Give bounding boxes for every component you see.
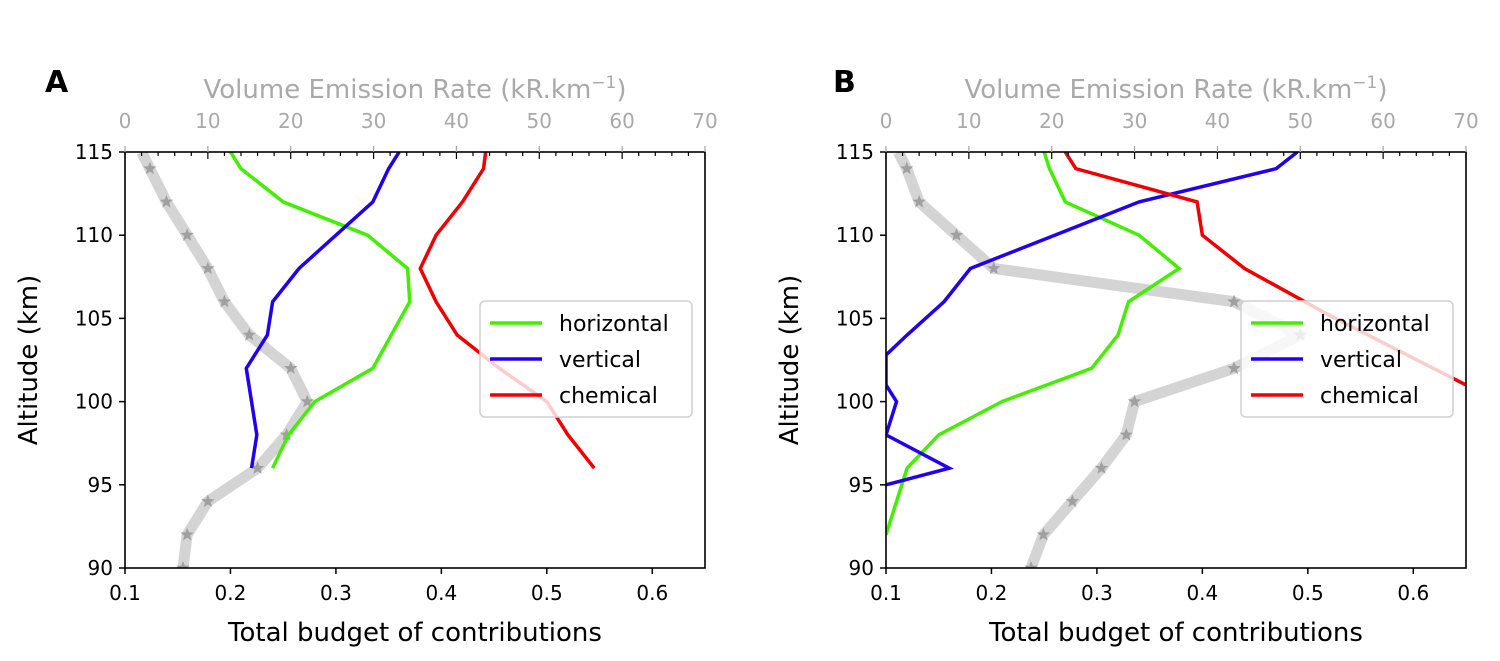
ver-marker	[1227, 294, 1241, 308]
top-x-tick-label: 70	[1453, 109, 1478, 133]
ver-profile-line	[136, 152, 313, 568]
panel-label: B	[833, 65, 856, 100]
legend-label-chemical: chemical	[559, 384, 658, 409]
plot-frame	[124, 151, 706, 569]
y-tick-label: 115	[836, 140, 874, 164]
ver-marker	[201, 494, 215, 508]
top-x-tick-label: 30	[361, 109, 386, 133]
y-tick-label: 100	[836, 390, 874, 414]
legend-label-horizontal: horizontal	[1320, 312, 1430, 337]
ver-marker	[143, 161, 157, 175]
ver-marker	[180, 527, 194, 541]
x-tick-label: 0.6	[636, 581, 668, 605]
y-tick-label: 90	[849, 556, 874, 580]
x-tick-label: 0.2	[976, 581, 1008, 605]
series-line-horizontal	[886, 152, 1183, 536]
x-axis-label: Total budget of contributions	[988, 618, 1363, 648]
ver-marker	[201, 261, 215, 275]
top-x-tick-label: 40	[444, 109, 469, 133]
ver-marker	[987, 261, 1001, 275]
y-tick-label: 115	[75, 140, 113, 164]
y-tick-label: 110	[75, 223, 113, 247]
legend: horizontal vertical chemical	[1240, 300, 1454, 418]
y-tick-label: 105	[75, 306, 113, 330]
x-tick-label: 0.5	[531, 581, 563, 605]
top-x-tick-label: 50	[527, 109, 552, 133]
x-tick-label: 0.2	[215, 581, 247, 605]
legend: horizontal vertical chemical	[479, 300, 693, 418]
x-tick-label: 0.3	[320, 581, 352, 605]
ver-marker	[300, 394, 314, 408]
y-axis-label: Altitude (km)	[14, 275, 44, 446]
ver-marker	[1227, 361, 1241, 374]
top-x-tick-label: 0	[880, 109, 893, 133]
y-tick-label: 95	[849, 473, 874, 497]
ver-marker	[284, 361, 298, 374]
legend-box	[1240, 300, 1454, 418]
top-x-tick-label: 20	[1039, 109, 1064, 133]
x-tick-label: 0.4	[425, 581, 457, 605]
legend-label-horizontal: horizontal	[559, 312, 669, 337]
top-x-tick-label: 50	[1288, 109, 1313, 133]
y-tick-label: 105	[836, 306, 874, 330]
ver-marker	[1119, 427, 1133, 441]
ver-marker	[176, 561, 190, 568]
y-tick-label: 90	[88, 556, 113, 580]
x-tick-label: 0.4	[1186, 581, 1218, 605]
ver-marker	[279, 427, 294, 441]
ver-marker	[1065, 494, 1080, 508]
x-tick-label: 0.3	[1081, 581, 1113, 605]
ver-marker	[1036, 527, 1051, 541]
plot-area	[136, 152, 596, 568]
top-x-tick-label: 10	[956, 109, 981, 133]
x-tick-label: 0.6	[1397, 581, 1429, 605]
ver-marker	[1127, 394, 1142, 408]
legend-box	[479, 300, 693, 418]
top-x-tick-label: 60	[1370, 109, 1395, 133]
top-x-tick-label: 0	[119, 109, 132, 133]
series-line-horizontal	[228, 152, 412, 469]
plot-frame	[885, 151, 1467, 569]
top-x-tick-label: 60	[609, 109, 634, 133]
x-axis-label: Total budget of contributions	[227, 618, 602, 648]
legend-label-vertical: vertical	[559, 348, 641, 373]
legend-label-chemical: chemical	[1320, 384, 1419, 409]
y-tick-label: 110	[836, 223, 874, 247]
top-x-tick-label: 10	[195, 109, 220, 133]
top-x-axis-label: Volume Emission Rate (kR.km−1)	[204, 73, 627, 105]
x-tick-label: 0.1	[870, 581, 902, 605]
ver-marker	[250, 461, 265, 474]
series-line-vertical	[244, 152, 401, 469]
top-x-tick-label: 20	[278, 109, 303, 133]
top-x-tick-label: 70	[692, 109, 717, 133]
ver-marker	[180, 228, 194, 241]
x-tick-label: 0.1	[109, 581, 141, 605]
ver-marker	[1094, 461, 1109, 474]
y-axis-label: Altitude (km)	[775, 275, 805, 446]
ver-marker	[159, 194, 174, 208]
ver-marker	[242, 328, 256, 341]
panel-label: A	[45, 65, 69, 100]
top-x-axis-label: Volume Emission Rate (kR.km−1)	[965, 73, 1388, 105]
legend-label-vertical: vertical	[1320, 348, 1402, 373]
series-line-vertical	[886, 152, 1299, 487]
ver-marker	[1024, 561, 1038, 568]
ver-marker	[949, 228, 964, 241]
y-tick-label: 100	[75, 390, 113, 414]
ver-marker	[217, 294, 232, 308]
ver-marker	[912, 194, 926, 208]
y-tick-label: 95	[88, 473, 113, 497]
top-x-tick-label: 40	[1205, 109, 1230, 133]
top-x-tick-label: 30	[1122, 109, 1147, 133]
x-tick-label: 0.5	[1292, 581, 1324, 605]
ver-marker	[900, 161, 914, 175]
